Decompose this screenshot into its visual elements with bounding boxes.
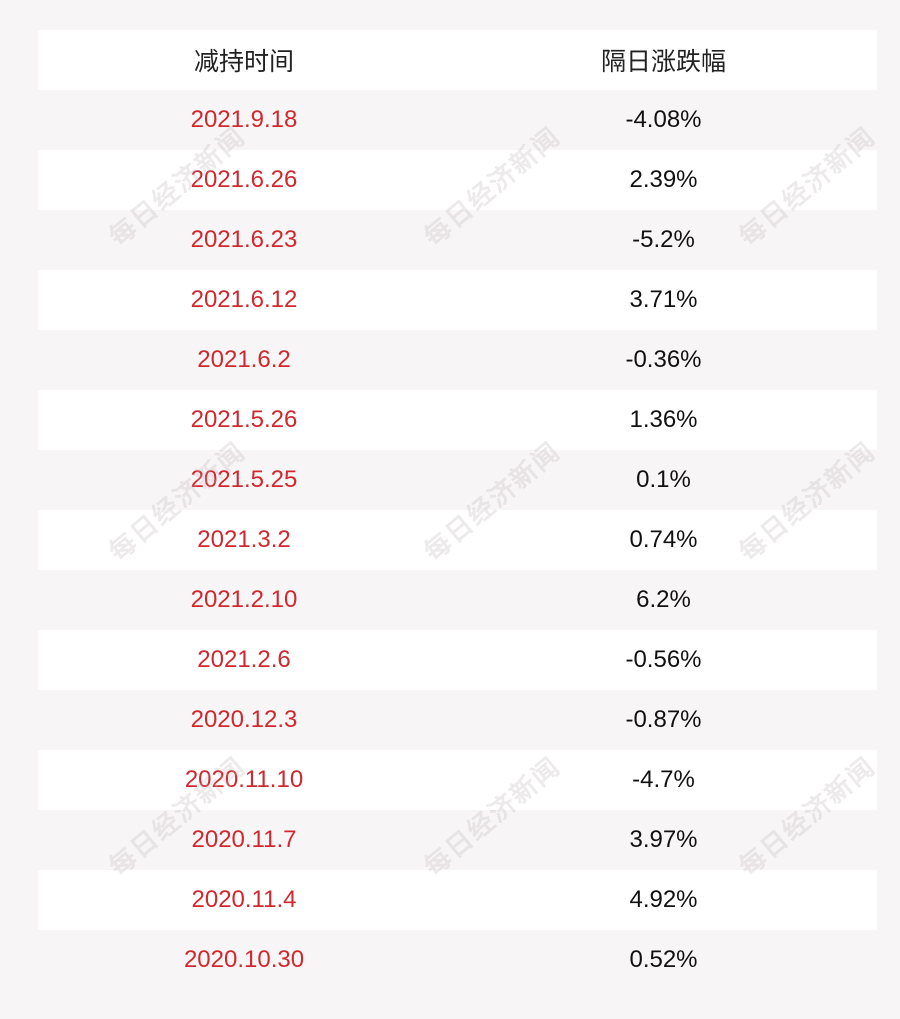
reduction-table: 减持时间 隔日涨跌幅 2021.9.18 -4.08% 2021.6.26 2.… (38, 30, 877, 990)
next-day-change: -5.2% (632, 226, 695, 253)
next-day-change: 6.2% (636, 586, 691, 613)
reduction-date: 2020.11.10 (184, 766, 304, 793)
next-day-change: 0.1% (636, 466, 691, 493)
table-row: 2021.2.6 -0.56% (38, 630, 877, 690)
reduction-date: 2020.10.30 (183, 946, 305, 973)
table-row: 2020.12.3 -0.87% (38, 690, 877, 750)
next-day-change: -0.87% (625, 706, 702, 733)
next-day-change: 1.36% (629, 406, 698, 433)
table-row: 2020.11.4 4.92% (38, 870, 877, 930)
reduction-date: 2020.12.3 (190, 706, 298, 733)
table-row: 2021.2.10 6.2% (38, 570, 877, 630)
next-day-change: 3.71% (629, 286, 698, 313)
reduction-date: 2021.3.2 (197, 526, 291, 553)
reduction-date: 2021.2.10 (190, 586, 298, 613)
table-row: 2020.10.30 0.52% (38, 930, 877, 990)
table-header: 减持时间 隔日涨跌幅 (38, 30, 877, 90)
reduction-date: 2020.11.7 (191, 826, 297, 853)
table-row: 2020.11.10 -4.7% (38, 750, 877, 810)
reduction-date: 2021.5.26 (190, 406, 298, 433)
table-row: 2021.6.12 3.71% (38, 270, 877, 330)
table-row: 2021.5.26 1.36% (38, 390, 877, 450)
next-day-change: -0.36% (625, 346, 702, 373)
next-day-change: 4.92% (629, 886, 698, 913)
reduction-date: 2021.5.25 (190, 466, 298, 493)
next-day-change: 0.52% (629, 946, 698, 973)
next-day-change: -0.56% (625, 646, 702, 673)
next-day-change: 0.74% (629, 526, 698, 553)
reduction-date: 2021.6.2 (197, 346, 291, 373)
table-row: 2021.6.23 -5.2% (38, 210, 877, 270)
table-row: 2020.11.7 3.97% (38, 810, 877, 870)
reduction-date: 2020.11.4 (191, 886, 297, 913)
reduction-date: 2021.6.23 (190, 226, 298, 253)
table-row: 2021.6.26 2.39% (38, 150, 877, 210)
table-row: 2021.3.2 0.74% (38, 510, 877, 570)
next-day-change: -4.08% (625, 106, 702, 133)
reduction-date: 2021.6.26 (190, 166, 298, 193)
reduction-date: 2021.6.12 (190, 286, 298, 313)
next-day-change: 3.97% (629, 826, 698, 853)
reduction-date: 2021.2.6 (197, 646, 291, 673)
header-next-day-change: 隔日涨跌幅 (600, 48, 726, 76)
next-day-change: 2.39% (629, 166, 698, 193)
table-row: 2021.6.2 -0.36% (38, 330, 877, 390)
header-reduction-time: 减持时间 (193, 48, 294, 76)
reduction-date: 2021.9.18 (190, 106, 298, 133)
table-row: 2021.5.25 0.1% (38, 450, 877, 510)
table-row: 2021.9.18 -4.08% (38, 90, 877, 150)
next-day-change: -4.7% (632, 766, 695, 793)
